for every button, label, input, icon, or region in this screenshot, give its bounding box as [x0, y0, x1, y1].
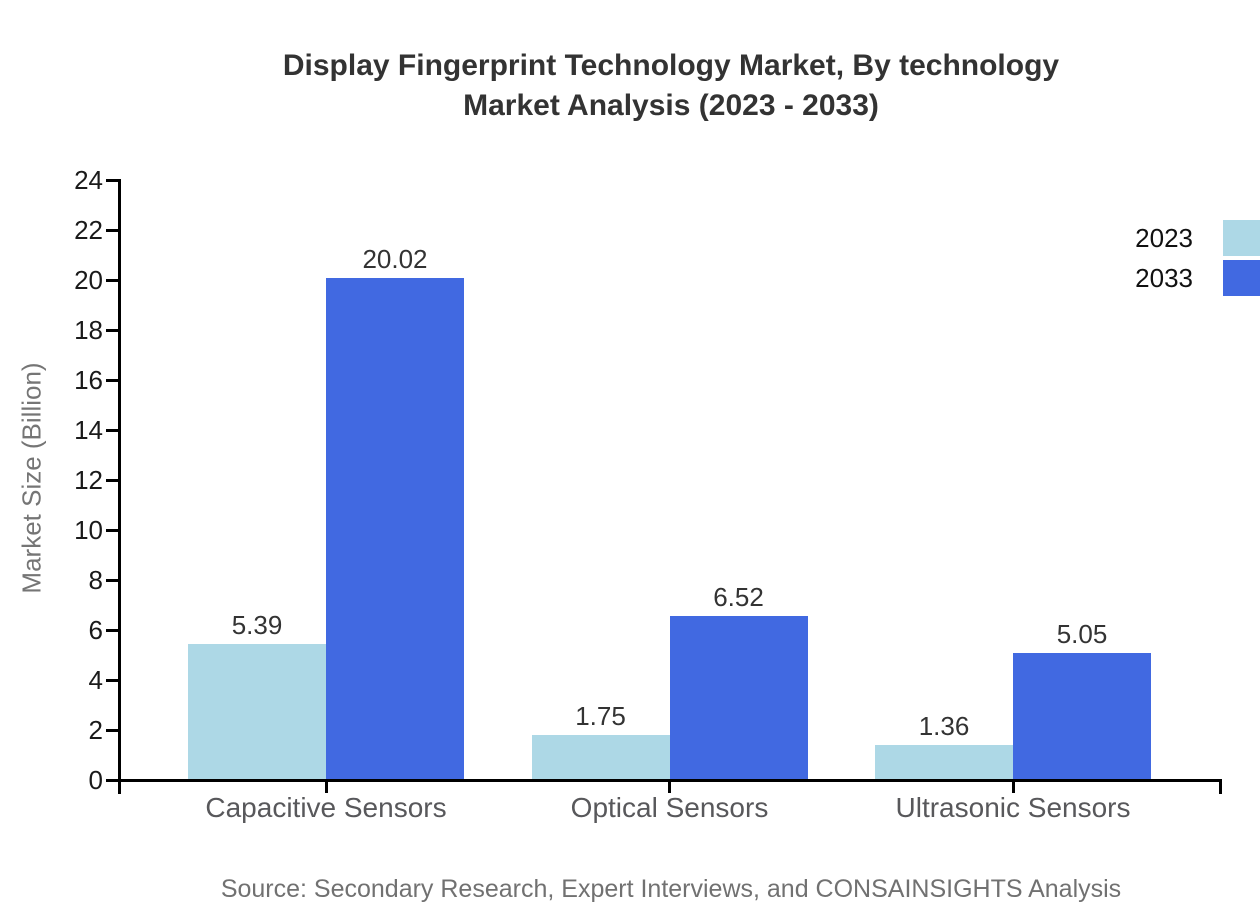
- bar-2023-optical-sensors: [531, 735, 670, 779]
- bar-2033-capacitive-sensors: [326, 278, 464, 779]
- y-tick: [106, 779, 118, 782]
- x-category-label-ultrasonic-sensors: Ultrasonic Sensors: [895, 792, 1131, 823]
- y-tick-label: 20: [74, 265, 103, 295]
- y-axis-line: [118, 179, 121, 794]
- value-label-2033-capacitive-sensors: 20.02: [362, 244, 428, 274]
- value-label-2023-ultrasonic-sensors: 1.36: [918, 711, 970, 741]
- x-category-label-capacitive-sensors: Capacitive Sensors: [205, 792, 447, 823]
- x-tick: [324, 782, 328, 793]
- y-tick-label: 4: [88, 665, 103, 695]
- y-tick: [106, 179, 118, 182]
- bar-2023-ultrasonic-sensors: [875, 745, 1013, 779]
- y-tick-label: 8: [88, 565, 103, 595]
- value-label-2033-ultrasonic-sensors: 5.05: [1056, 619, 1108, 649]
- y-tick-label: 6: [88, 615, 103, 645]
- y-tick: [106, 579, 118, 582]
- x-axis-end-tick: [1219, 779, 1222, 794]
- y-tick: [106, 629, 118, 632]
- legend-item-2023: 2023: [1135, 220, 1260, 256]
- y-tick: [106, 379, 118, 382]
- y-tick-label: 18: [74, 315, 103, 345]
- legend-swatch-2023: [1223, 220, 1260, 256]
- y-tick: [106, 279, 118, 282]
- y-tick: [106, 429, 118, 432]
- y-tick-label: 10: [74, 515, 103, 545]
- y-tick-label: 22: [74, 215, 103, 245]
- y-tick-label: 0: [88, 765, 103, 795]
- value-label-2023-optical-sensors: 1.75: [575, 701, 626, 731]
- chart-title: Display Fingerprint Technology Market, B…: [120, 46, 1222, 126]
- value-label-2023-capacitive-sensors: 5.39: [231, 610, 283, 640]
- x-tick: [668, 782, 671, 793]
- y-tick-label: 16: [74, 365, 103, 395]
- y-tick-label: 24: [74, 165, 103, 195]
- y-tick-label: 12: [74, 465, 103, 495]
- y-tick: [106, 329, 118, 332]
- legend-item-2033: 2033: [1135, 260, 1260, 296]
- chart-title-line2: Market Analysis (2023 - 2033): [463, 89, 879, 122]
- y-tick: [106, 529, 118, 532]
- y-tick: [106, 479, 118, 482]
- legend-label-2033: 2033: [1135, 263, 1193, 293]
- y-tick: [106, 229, 118, 232]
- y-tick-label: 2: [88, 715, 103, 745]
- x-axis-line: [118, 779, 1222, 782]
- value-label-2033-optical-sensors: 6.52: [713, 582, 764, 612]
- x-tick: [1011, 782, 1015, 793]
- legend-swatch-2033: [1223, 260, 1260, 296]
- bar-2033-ultrasonic-sensors: [1013, 653, 1151, 779]
- bar-2033-optical-sensors: [669, 616, 808, 779]
- source-note: Source: Secondary Research, Expert Inter…: [220, 875, 1122, 903]
- y-tick: [106, 679, 118, 682]
- bar-2023-capacitive-sensors: [188, 644, 326, 779]
- chart-title-line1: Display Fingerprint Technology Market, B…: [282, 49, 1060, 82]
- y-tick: [106, 729, 118, 732]
- legend-label-2023: 2023: [1135, 223, 1193, 253]
- x-category-label-optical-sensors: Optical Sensors: [570, 792, 769, 823]
- y-tick-label: 14: [74, 415, 103, 445]
